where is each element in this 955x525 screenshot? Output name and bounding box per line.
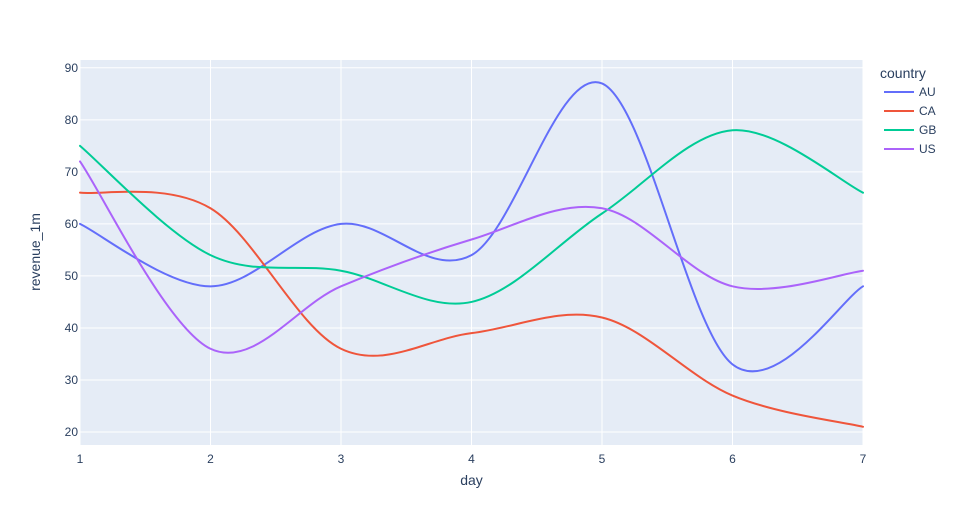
y-tick-label: 80 bbox=[65, 113, 79, 127]
y-axis-title: revenue_1m bbox=[27, 213, 43, 291]
x-tick-labels: 1 2 3 4 5 6 7 bbox=[77, 452, 867, 466]
x-tick-label: 6 bbox=[729, 452, 736, 466]
legend-label-au: AU bbox=[919, 85, 936, 99]
y-tick-label: 20 bbox=[65, 425, 79, 439]
legend-item-gb[interactable]: GB bbox=[884, 123, 936, 137]
x-tick-label: 7 bbox=[860, 452, 867, 466]
x-tick-label: 1 bbox=[77, 452, 84, 466]
grid-lines bbox=[79, 60, 864, 445]
legend-label-ca: CA bbox=[919, 104, 936, 118]
legend-label-us: US bbox=[919, 142, 936, 156]
series-lines bbox=[79, 81, 864, 428]
legend-item-au[interactable]: AU bbox=[884, 85, 936, 99]
legend-title: country bbox=[880, 65, 926, 81]
legend[interactable]: country AU CA GB US bbox=[880, 65, 936, 156]
x-tick-label: 5 bbox=[599, 452, 606, 466]
y-tick-labels: 20 30 40 50 60 70 80 90 bbox=[65, 61, 79, 439]
y-tick-label: 90 bbox=[65, 61, 79, 75]
legend-item-ca[interactable]: CA bbox=[884, 104, 936, 118]
y-tick-label: 40 bbox=[65, 321, 79, 335]
series-line-au[interactable] bbox=[79, 81, 864, 373]
y-tick-label: 30 bbox=[65, 373, 79, 387]
series-line-gb[interactable] bbox=[79, 129, 864, 305]
x-axis-title: day bbox=[460, 472, 483, 488]
x-tick-label: 4 bbox=[468, 452, 475, 466]
legend-item-us[interactable]: US bbox=[884, 142, 936, 156]
x-tick-label: 3 bbox=[338, 452, 345, 466]
y-tick-label: 60 bbox=[65, 217, 79, 231]
y-tick-label: 70 bbox=[65, 165, 79, 179]
legend-label-gb: GB bbox=[919, 123, 936, 137]
series-line-ca[interactable] bbox=[79, 190, 864, 428]
y-tick-label: 50 bbox=[65, 269, 79, 283]
series-line-us[interactable] bbox=[79, 160, 864, 354]
x-tick-label: 2 bbox=[207, 452, 214, 466]
